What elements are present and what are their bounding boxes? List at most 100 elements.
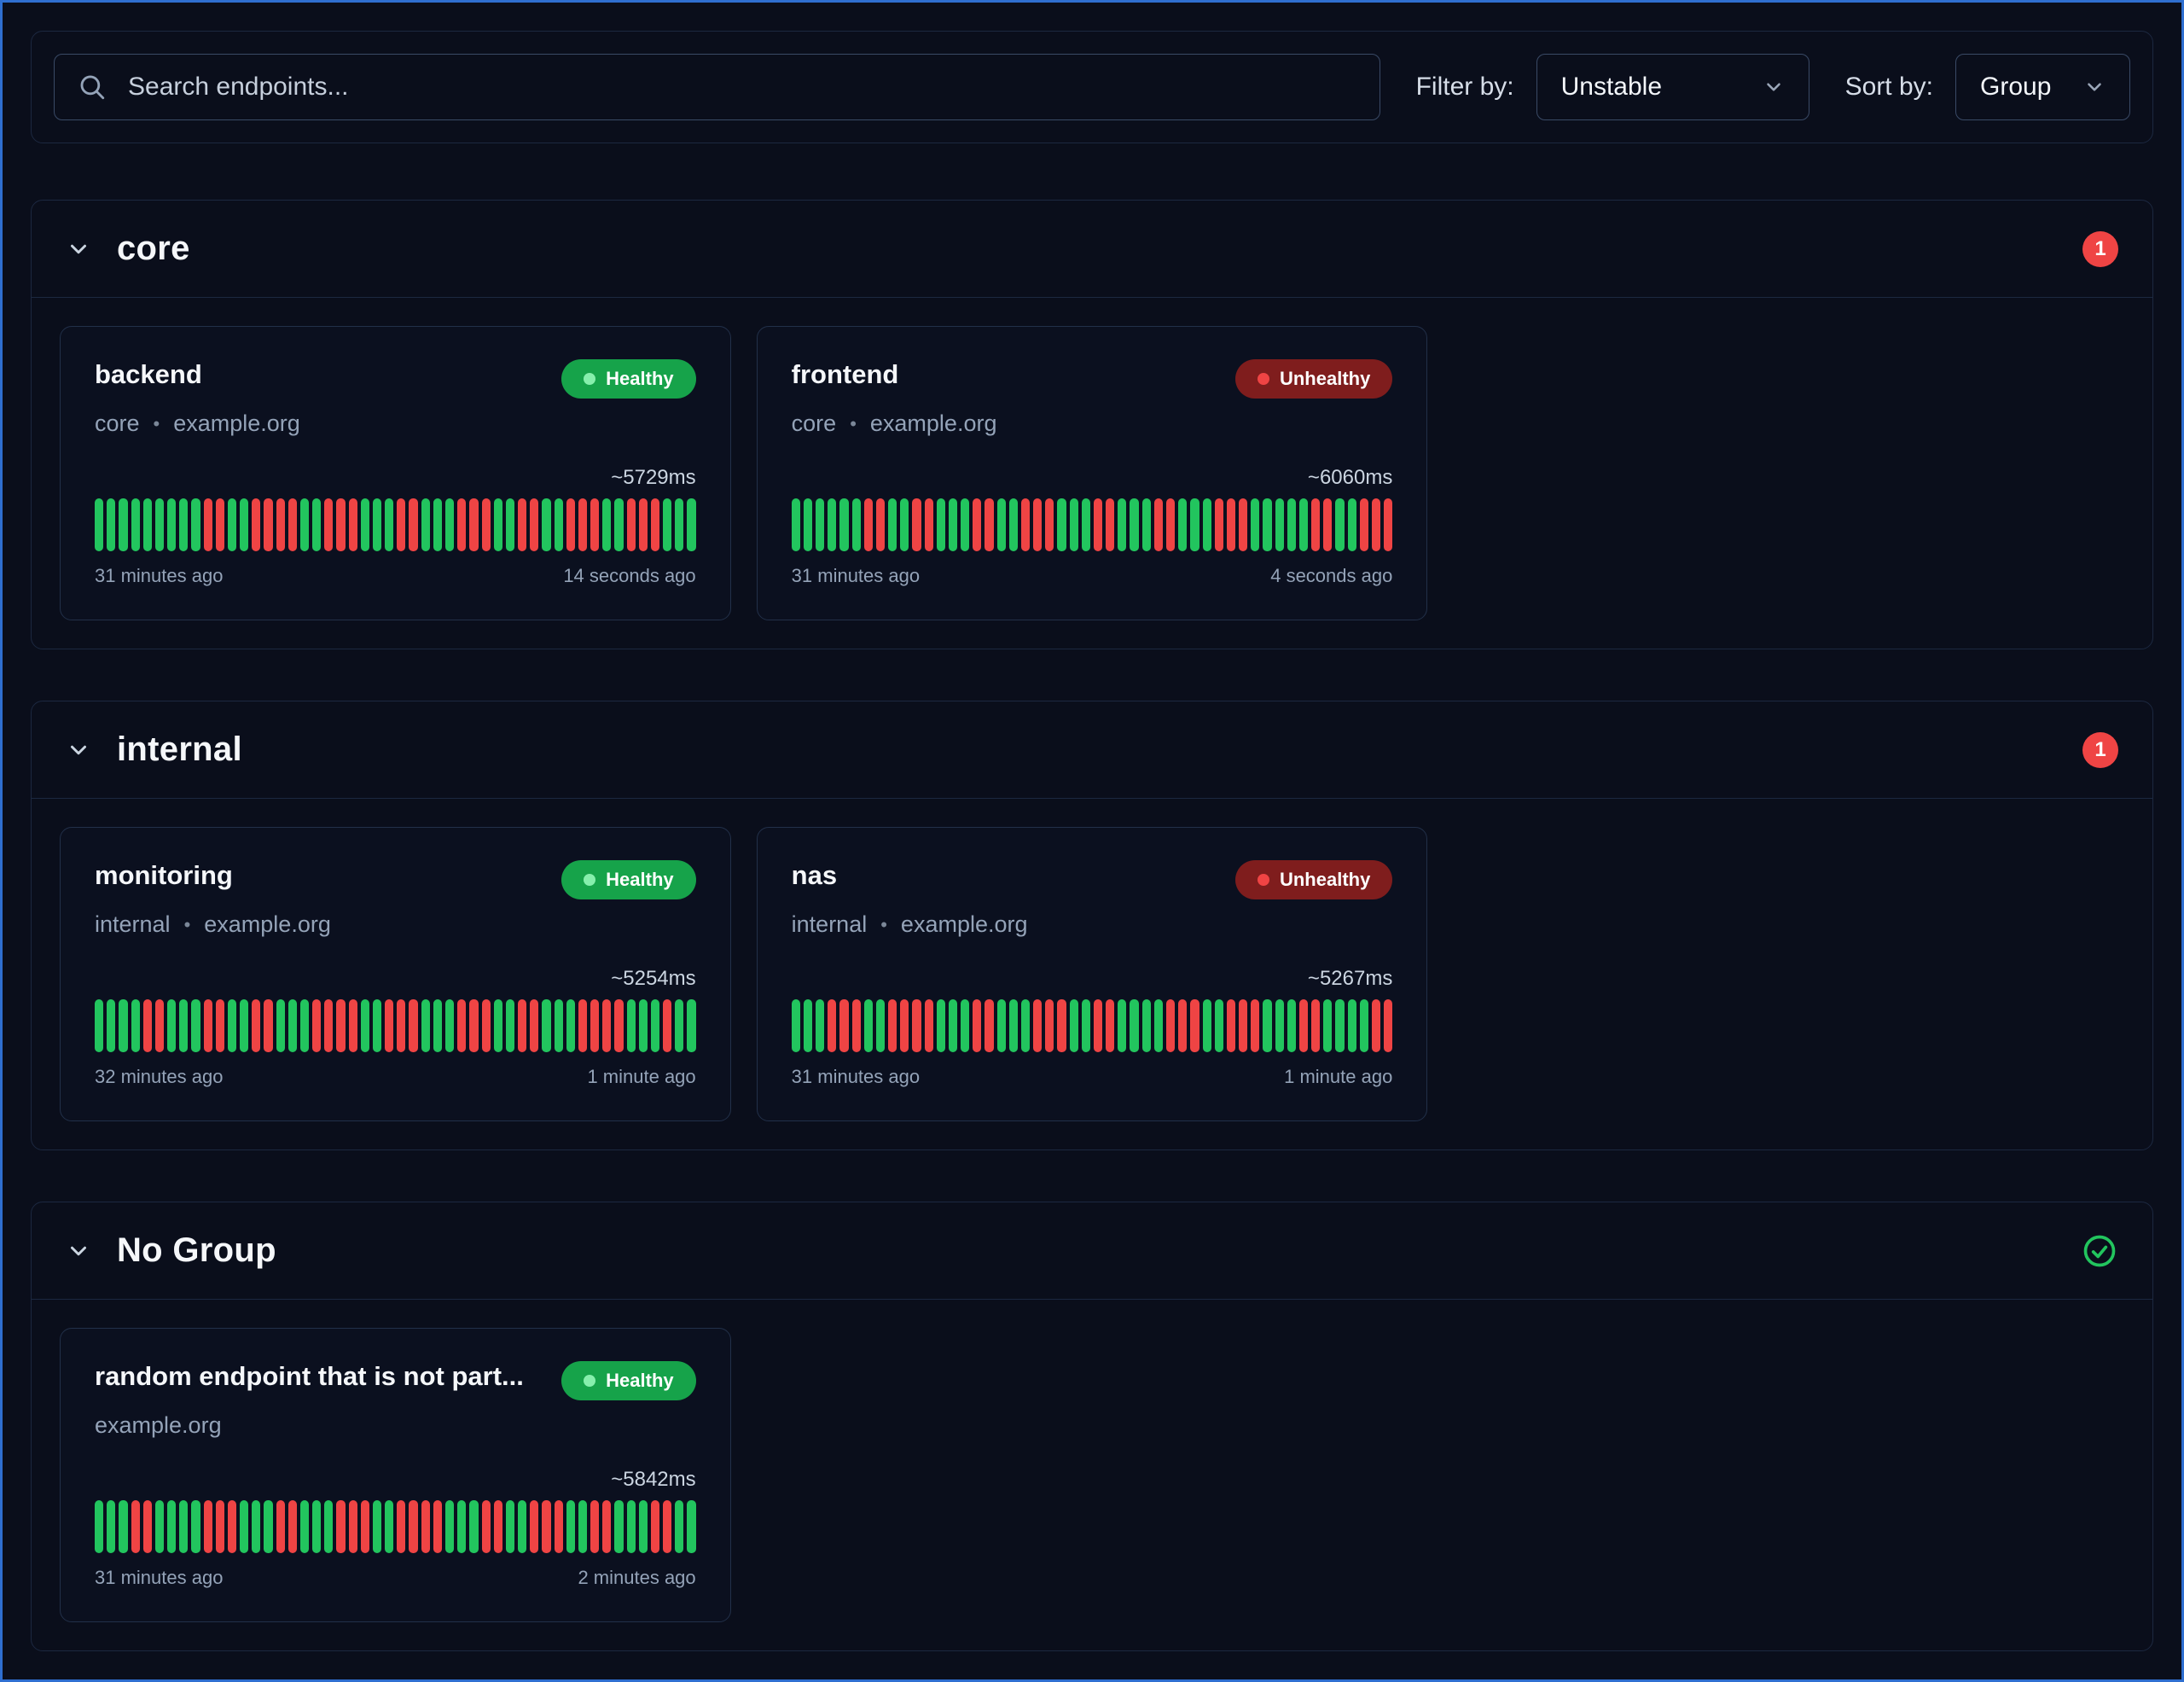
healthy-result-bar bbox=[299, 1500, 310, 1553]
unhealthy-result-bar bbox=[590, 1500, 600, 1553]
status-label: Healthy bbox=[606, 869, 674, 890]
unhealthy-result-bar bbox=[590, 498, 600, 551]
unhealthy-count-badge: 1 bbox=[2082, 230, 2118, 267]
unhealthy-result-bar bbox=[324, 999, 334, 1052]
healthy-result-bar bbox=[1275, 498, 1284, 551]
search-input[interactable] bbox=[54, 54, 1380, 120]
filter-select[interactable]: Unstable bbox=[1536, 54, 1809, 120]
unhealthy-result-bar bbox=[1045, 999, 1054, 1052]
unhealthy-result-bar bbox=[203, 498, 212, 551]
healthy-result-bar bbox=[1141, 498, 1151, 551]
healthy-result-bar bbox=[299, 999, 310, 1052]
healthy-result-bar bbox=[385, 498, 394, 551]
status-label: Healthy bbox=[606, 368, 674, 389]
filter-selected-value: Unstable bbox=[1560, 73, 1663, 101]
healthy-result-bar bbox=[996, 498, 1006, 551]
unhealthy-result-bar bbox=[912, 999, 921, 1052]
uptime-bar-chart bbox=[95, 498, 696, 551]
healthy-result-bar bbox=[227, 999, 237, 1052]
unhealthy-result-bar bbox=[1165, 999, 1176, 1052]
endpoint-card[interactable]: backend Healthy core • example.org ~5729… bbox=[60, 326, 731, 620]
healthy-result-bar bbox=[900, 498, 909, 551]
group-header[interactable]: core 1 bbox=[32, 201, 2152, 298]
healthy-result-bar bbox=[372, 1500, 382, 1553]
unhealthy-result-bar bbox=[530, 498, 539, 551]
unhealthy-result-bar bbox=[397, 999, 406, 1052]
subtitle-separator: • bbox=[880, 913, 887, 935]
healthy-result-bar bbox=[675, 999, 684, 1052]
unhealthy-result-bar bbox=[924, 999, 933, 1052]
unhealthy-result-bar bbox=[888, 999, 897, 1052]
unhealthy-result-bar bbox=[1226, 999, 1236, 1052]
unhealthy-result-bar bbox=[518, 498, 527, 551]
endpoint-name: monitoring bbox=[95, 860, 233, 890]
unhealthy-result-bar bbox=[481, 498, 491, 551]
healthy-result-bar bbox=[961, 498, 970, 551]
unhealthy-result-bar bbox=[264, 498, 273, 551]
healthy-result-bar bbox=[469, 1500, 479, 1553]
healthy-result-bar bbox=[1202, 999, 1211, 1052]
unhealthy-result-bar bbox=[875, 498, 886, 551]
unhealthy-result-bar bbox=[348, 1500, 357, 1553]
unhealthy-result-bar bbox=[1384, 498, 1393, 551]
endpoint-card[interactable]: monitoring Healthy internal • example.or… bbox=[60, 827, 731, 1121]
endpoint-group: core 1 backend Healthy core • example.or… bbox=[31, 200, 2153, 649]
unhealthy-result-bar bbox=[481, 1500, 491, 1553]
healthy-result-bar bbox=[1323, 999, 1333, 1052]
unhealthy-result-bar bbox=[638, 498, 648, 551]
unhealthy-result-bar bbox=[1106, 999, 1115, 1052]
endpoint-host: example.org bbox=[869, 410, 997, 436]
unhealthy-result-bar bbox=[650, 498, 660, 551]
unhealthy-result-bar bbox=[912, 498, 921, 551]
endpoint-name: backend bbox=[95, 359, 202, 389]
healthy-result-bar bbox=[95, 999, 104, 1052]
unhealthy-result-bar bbox=[1033, 999, 1043, 1052]
group-endpoints: backend Healthy core • example.org ~5729… bbox=[32, 298, 2152, 649]
healthy-result-bar bbox=[687, 1500, 696, 1553]
unhealthy-result-bar bbox=[336, 498, 346, 551]
endpoint-card[interactable]: frontend Unhealthy core • example.org ~6… bbox=[756, 326, 1428, 620]
healthy-result-bar bbox=[614, 498, 624, 551]
healthy-result-bar bbox=[385, 1500, 394, 1553]
healthy-result-bar bbox=[444, 999, 455, 1052]
unhealthy-result-bar bbox=[421, 1500, 430, 1553]
unhealthy-result-bar bbox=[288, 1500, 297, 1553]
group-title: core bbox=[117, 230, 190, 267]
healthy-result-bar bbox=[119, 999, 128, 1052]
unhealthy-result-bar bbox=[154, 999, 165, 1052]
healthy-result-bar bbox=[433, 498, 442, 551]
healthy-result-bar bbox=[299, 498, 310, 551]
healthy-result-bar bbox=[518, 1500, 527, 1553]
healthy-result-bar bbox=[131, 498, 140, 551]
healthy-result-bar bbox=[240, 999, 249, 1052]
sort-select[interactable]: Group bbox=[1955, 54, 2130, 120]
unhealthy-result-bar bbox=[1178, 999, 1188, 1052]
healthy-result-bar bbox=[324, 1500, 334, 1553]
healthy-result-bar bbox=[1347, 999, 1356, 1052]
endpoint-card[interactable]: nas Unhealthy internal • example.org ~52… bbox=[756, 827, 1428, 1121]
response-time: ~5729ms bbox=[611, 466, 696, 489]
healthy-result-bar bbox=[1287, 999, 1296, 1052]
sort-by-label: Sort by: bbox=[1844, 73, 1933, 101]
unhealthy-result-bar bbox=[578, 999, 588, 1052]
healthy-result-bar bbox=[119, 498, 128, 551]
filter-by-label: Filter by: bbox=[1415, 73, 1514, 101]
unhealthy-result-bar bbox=[590, 999, 600, 1052]
group-header[interactable]: internal 1 bbox=[32, 701, 2152, 799]
healthy-result-bar bbox=[948, 498, 958, 551]
check-time-range: 31 minutes ago 14 seconds ago bbox=[95, 565, 696, 587]
group-header[interactable]: No Group bbox=[32, 1202, 2152, 1300]
healthy-result-bar bbox=[107, 999, 116, 1052]
unhealthy-result-bar bbox=[1093, 498, 1103, 551]
endpoint-card[interactable]: random endpoint that is not part... Heal… bbox=[60, 1328, 731, 1622]
healthy-result-bar bbox=[1081, 999, 1090, 1052]
status-label: Unhealthy bbox=[1279, 869, 1371, 890]
endpoint-card-header: frontend Unhealthy bbox=[792, 359, 1393, 399]
healthy-result-bar bbox=[312, 1500, 322, 1553]
healthy-result-bar bbox=[1069, 498, 1078, 551]
healthy-result-bar bbox=[888, 498, 897, 551]
endpoint-group: internal 1 monitoring Healthy internal •… bbox=[31, 701, 2153, 1150]
unhealthy-result-bar bbox=[348, 999, 357, 1052]
unhealthy-result-bar bbox=[973, 498, 982, 551]
unhealthy-result-bar bbox=[1371, 999, 1381, 1052]
